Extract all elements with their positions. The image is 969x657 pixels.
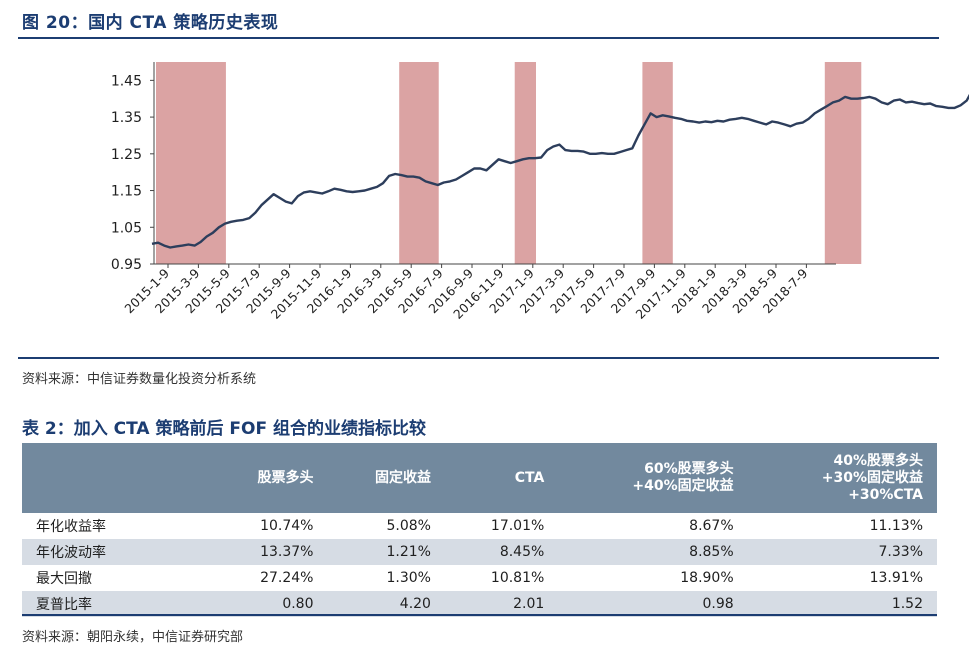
table-row: 年化波动率 13.37% 1.21% 8.45% 8.85% 7.33% bbox=[22, 539, 937, 565]
table-cell: 1.52 bbox=[891, 596, 923, 612]
chart-source: 资料来源：中信证券数量化投资分析系统 bbox=[22, 372, 257, 387]
shaded-period bbox=[399, 62, 439, 264]
figure-title: 图 20：国内 CTA 策略历史表现 bbox=[22, 13, 279, 33]
table-header-cell bbox=[22, 443, 210, 513]
metrics-table: 股票多头 固定收益 CTA 60%股票多头 +40%固定收益 40%股票多头 +… bbox=[22, 443, 937, 617]
table-cell: 0.80 bbox=[282, 596, 314, 612]
table-cell: 1.30% bbox=[386, 570, 431, 586]
table-header-row: 股票多头 固定收益 CTA 60%股票多头 +40%固定收益 40%股票多头 +… bbox=[22, 443, 937, 513]
table-header-cell: CTA bbox=[514, 469, 545, 486]
y-tick-label: 1.25 bbox=[111, 147, 142, 163]
shaded-period bbox=[824, 62, 862, 264]
table-cell: 17.01% bbox=[490, 518, 545, 534]
shaded-period bbox=[514, 62, 536, 264]
table-row: 最大回撤 27.24% 1.30% 10.81% 18.90% 13.91% bbox=[22, 565, 937, 591]
y-tick-label: 1.05 bbox=[111, 220, 142, 236]
table-cell: 8.67% bbox=[689, 518, 734, 534]
table-title: 表 2：加入 CTA 策略前后 FOF 组合的业绩指标比较 bbox=[22, 419, 427, 439]
table-cell: 13.37% bbox=[260, 544, 314, 560]
table-cell: 7.33% bbox=[878, 544, 923, 560]
table-cell: 11.13% bbox=[869, 518, 923, 534]
table-header-cell: 股票多头 bbox=[257, 469, 314, 486]
table-cell: 4.20 bbox=[399, 596, 431, 612]
table-header-cell: 60%股票多头 +40%固定收益 bbox=[632, 461, 734, 494]
row-label: 年化波动率 bbox=[36, 545, 106, 561]
title-rule bbox=[18, 37, 939, 39]
table-cell: 0.98 bbox=[702, 596, 734, 612]
table-cell: 18.90% bbox=[680, 570, 734, 586]
shaded-period bbox=[642, 62, 673, 264]
table-cell: 10.74% bbox=[260, 518, 314, 534]
table-cell: 2.01 bbox=[513, 596, 545, 612]
y-tick-label: 1.15 bbox=[111, 184, 142, 200]
y-tick-label: 1.35 bbox=[111, 110, 142, 126]
table-header-cell: 固定收益 bbox=[374, 469, 431, 486]
chart-bottom-rule bbox=[18, 357, 939, 359]
y-tick-label: 1.45 bbox=[111, 73, 142, 89]
table-row: 年化收益率 10.74% 5.08% 17.01% 8.67% 11.13% bbox=[22, 513, 937, 539]
row-label: 年化收益率 bbox=[36, 519, 106, 535]
table-cell: 1.21% bbox=[386, 544, 431, 560]
table-cell: 13.91% bbox=[869, 570, 923, 586]
row-label: 夏普比率 bbox=[36, 597, 92, 613]
cta-history-chart: 0.951.051.151.251.351.452015-1-92015-3-9… bbox=[111, 62, 969, 322]
table-source: 资料来源：朝阳永续，中信证券研究部 bbox=[22, 630, 244, 645]
y-tick-label: 0.95 bbox=[111, 257, 142, 273]
shaded-period bbox=[156, 62, 226, 264]
table-bottom-rule bbox=[22, 614, 937, 616]
table-header-cell: 40%股票多头 +30%固定收益 +30%CTA bbox=[821, 452, 923, 503]
cta-series-line bbox=[151, 93, 969, 249]
row-label: 最大回撤 bbox=[36, 571, 92, 587]
table-cell: 10.81% bbox=[490, 570, 545, 586]
table-cell: 27.24% bbox=[260, 570, 314, 586]
table-cell: 8.45% bbox=[499, 544, 545, 560]
table-row: 夏普比率 0.80 4.20 2.01 0.98 1.52 bbox=[22, 591, 937, 617]
table-cell: 5.08% bbox=[386, 518, 431, 534]
table-cell: 8.85% bbox=[689, 544, 734, 560]
